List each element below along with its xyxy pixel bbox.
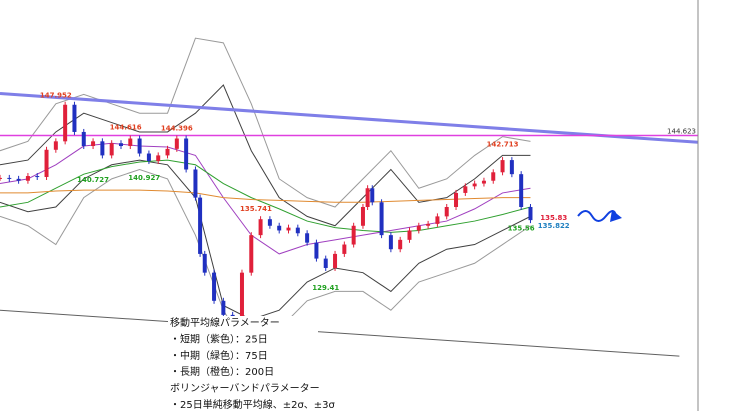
- note-text: 移動平均線パラメーター: [170, 316, 280, 329]
- candle: [267, 219, 272, 226]
- candle: [305, 233, 310, 243]
- candle: [333, 253, 338, 268]
- indicator-line: [0, 159, 531, 321]
- note-text: ・短期（紫色）：25日: [170, 332, 268, 345]
- candle: [35, 176, 40, 178]
- note-text: ボリンジャーバンドパラメーター: [170, 383, 320, 395]
- candle: [365, 188, 370, 207]
- candle: [314, 242, 319, 259]
- candle: [342, 244, 347, 254]
- trend-line: [0, 91, 699, 144]
- candle: [258, 219, 263, 236]
- candle: [109, 143, 114, 156]
- candle: [500, 160, 505, 173]
- trend-line: [0, 309, 680, 357]
- price-label: 147.952: [40, 91, 72, 99]
- note-text: ・長期（橙色）：200日: [170, 365, 274, 378]
- candle: [323, 258, 328, 268]
- candle: [239, 272, 244, 321]
- candle: [370, 188, 375, 203]
- indicator-line: [0, 189, 531, 203]
- candle: [184, 138, 189, 170]
- candle: [221, 300, 226, 315]
- price-label: 142.713: [487, 140, 519, 148]
- price-label: 140.927: [128, 174, 160, 182]
- indicator-line: [0, 37, 531, 208]
- candle: [444, 207, 449, 217]
- candle: [0, 177, 2, 179]
- price-label: 129.41: [312, 284, 339, 292]
- candle: [491, 172, 496, 181]
- candle: [426, 223, 431, 226]
- candle: [146, 153, 151, 162]
- candle: [454, 192, 459, 207]
- candle: [360, 207, 365, 226]
- candle: [156, 155, 161, 162]
- candle: [295, 227, 300, 234]
- candle: [44, 149, 49, 177]
- price-label: 144.616: [110, 124, 142, 132]
- candle: [72, 104, 77, 132]
- candle: [528, 207, 533, 221]
- indicator-line: [0, 142, 531, 255]
- arrow-head: [610, 210, 622, 222]
- candle: [472, 183, 477, 187]
- candle: [118, 143, 123, 147]
- level-label: 144.623: [667, 127, 696, 135]
- price-label: 135.83: [540, 214, 567, 222]
- candle: [198, 197, 203, 254]
- candle: [351, 225, 356, 245]
- price-label: 140.727: [77, 176, 109, 184]
- price-label: 135.741: [240, 205, 272, 213]
- price-label: 135.822: [538, 222, 570, 230]
- candle: [212, 272, 217, 301]
- candle: [481, 180, 486, 184]
- candle: [379, 202, 384, 236]
- candle: [249, 235, 254, 273]
- candle: [25, 176, 30, 181]
- candle: [100, 141, 105, 156]
- price-label: 135.56: [508, 225, 535, 233]
- note-text: ・中期（緑色）：75日: [170, 349, 268, 362]
- candle: [416, 225, 421, 231]
- candle: [7, 177, 12, 179]
- candle: [435, 216, 440, 224]
- candle: [193, 169, 198, 198]
- candle: [63, 104, 68, 142]
- candle: [463, 186, 468, 193]
- price-label: 144.396: [161, 125, 193, 133]
- candle: [407, 230, 412, 240]
- candle: [519, 174, 524, 207]
- candle: [81, 131, 86, 147]
- candle: [398, 239, 403, 250]
- candle: [388, 235, 393, 250]
- candle: [128, 138, 133, 147]
- candle: [53, 141, 58, 150]
- candle: [202, 253, 207, 273]
- candle: [277, 225, 282, 231]
- notes-box: [168, 316, 318, 411]
- candle: [137, 138, 142, 154]
- candle: [16, 178, 21, 181]
- candle: [509, 160, 514, 175]
- candle: [286, 227, 291, 231]
- indicator-line: [0, 84, 531, 227]
- note-text: ・25日単純移動平均線、±2σ、±3σ: [170, 398, 336, 411]
- indicator-line: [0, 159, 531, 233]
- candle: [174, 138, 179, 149]
- candle: [91, 141, 96, 147]
- candle: [165, 148, 170, 156]
